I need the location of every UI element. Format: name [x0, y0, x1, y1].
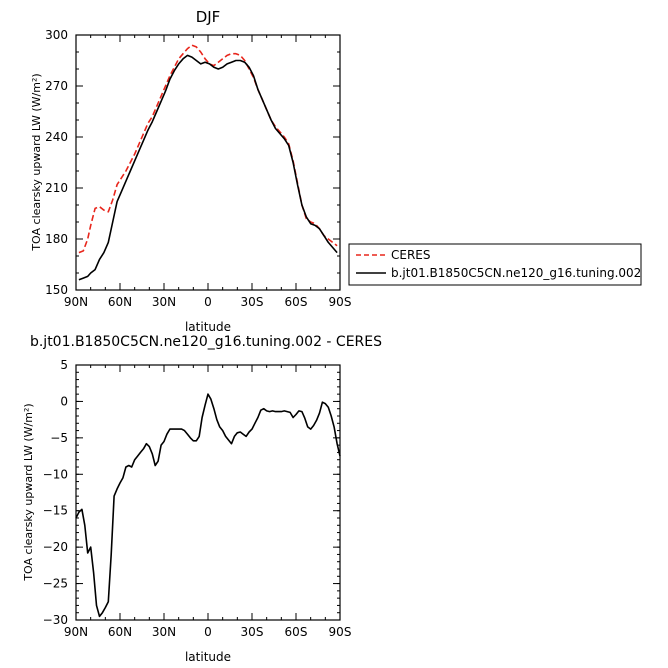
panel1-x-axis-label: latitude: [185, 320, 231, 334]
panel-difference: b.jt01.B1850C5CN.ne120_g16.tuning.002 - …: [22, 334, 382, 664]
panel1-ticks: [75, 34, 341, 291]
x-tick-label: 60N: [108, 625, 132, 639]
y-tick-label: −25: [43, 577, 68, 591]
y-tick-label: 210: [45, 181, 68, 195]
panel2-y-tick-labels: 5 0 −5 −10 −15 −20 −25 −30: [43, 358, 68, 627]
y-tick-label: −10: [43, 467, 68, 481]
x-tick-label: 90S: [329, 295, 352, 309]
panel1-y-tick-labels: 150 180 210 240 270 300: [45, 28, 68, 297]
x-tick-label: 60N: [108, 295, 132, 309]
y-tick-label: 180: [45, 232, 68, 246]
legend-model-label: b.jt01.B1850C5CN.ne120_g16.tuning.002: [391, 266, 641, 280]
panel1-y-axis-label: TOA clearsky upward LW (W/m²): [30, 73, 43, 251]
x-tick-label: 0: [204, 295, 212, 309]
y-tick-label: 150: [45, 283, 68, 297]
series-line-ceres: [78, 44, 338, 254]
legend-box: [348, 243, 642, 286]
panel2-y-axis-label: TOA clearsky upward LW (W/m²): [22, 403, 35, 581]
y-tick-label: 300: [45, 28, 68, 42]
panel1-x-tick-labels: 90N 60N 30N 0 30S 60S 90S: [64, 295, 352, 309]
y-tick-label: −5: [50, 431, 68, 445]
x-tick-label: 60S: [285, 625, 308, 639]
x-tick-label: 30S: [241, 295, 264, 309]
x-tick-label: 30N: [152, 295, 176, 309]
panel1-title: DJF: [196, 8, 221, 26]
y-tick-label: 5: [60, 358, 68, 372]
panel2-title: b.jt01.B1850C5CN.ne120_g16.tuning.002 - …: [30, 334, 382, 350]
y-tick-label: −15: [43, 504, 68, 518]
x-tick-label: 60S: [285, 295, 308, 309]
y-tick-label: 0: [60, 394, 68, 408]
panel1-plot-frame: [75, 34, 341, 291]
panel1-series-lines: [78, 44, 338, 281]
x-tick-label: 90S: [329, 625, 352, 639]
x-tick-label: 30N: [152, 625, 176, 639]
x-tick-label: 30S: [241, 625, 264, 639]
series-line-difference: [75, 393, 341, 618]
y-tick-label: 270: [45, 79, 68, 93]
y-tick-label: 240: [45, 130, 68, 144]
panel1-legend: CERES b.jt01.B1850C5CN.ne120_g16.tuning.…: [348, 243, 642, 286]
panel2-ticks: [75, 364, 341, 621]
panel2-series-lines: [75, 393, 341, 618]
legend-ceres-label: CERES: [391, 248, 431, 262]
panel2-x-axis-label: latitude: [185, 650, 231, 664]
x-tick-label: 90N: [64, 295, 88, 309]
x-tick-label: 90N: [64, 625, 88, 639]
panel2-x-tick-labels: 90N 60N 30N 0 30S 60S 90S: [64, 625, 352, 639]
series-line-b: [78, 54, 338, 281]
y-tick-label: −20: [43, 540, 68, 554]
x-tick-label: 0: [204, 625, 212, 639]
y-tick-label: −30: [43, 613, 68, 627]
